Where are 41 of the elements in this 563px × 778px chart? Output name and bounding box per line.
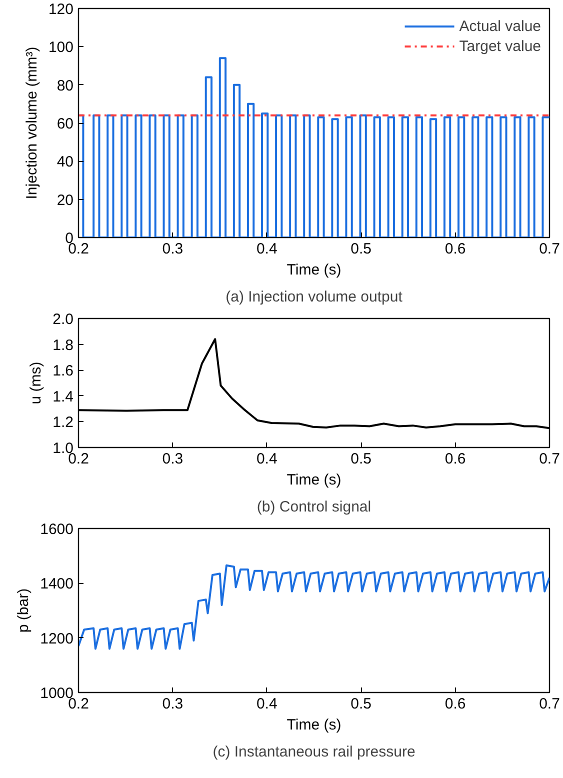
x-tick-label: 0.5 [350,696,372,712]
y-tick-label: 80 [56,77,74,94]
y-tick-label: 100 [48,39,74,56]
x-tick-label: 0.5 [350,240,372,258]
text: (c) Instantaneous rail pressure [212,744,416,760]
x-tick-label: 0.7 [539,696,560,712]
y-tick-label: 120 [48,1,74,18]
y-axis-title: p (bar) [15,588,32,633]
x-tick-label: 0.5 [350,450,372,468]
text: (a) Injection volume output [226,288,404,306]
y-axis-title: u (ms) [28,362,45,404]
x-tick-label: 0.7 [539,450,560,468]
x-tick-label: 0.4 [256,240,278,258]
x-tick-label: 0.3 [162,240,184,258]
x-tick-label: 0.4 [256,450,278,468]
y-tick-label: 1.6 [52,362,74,380]
y-tick-label: 1.2 [52,414,74,432]
x-axis-title: Time (s) [286,262,342,278]
x-tick-label: 0.6 [444,240,466,258]
text: (b) Control signal [256,498,372,516]
y-tick-label: 40 [56,154,74,171]
x-tick-label: 0.3 [162,450,184,468]
y-tick-label: 2.0 [52,311,74,328]
y-tick-label: 60 [56,116,74,132]
y-tick-label: 1600 [40,521,74,538]
x-axis-title: Time (s) [286,716,342,734]
y-tick-label: 1400 [40,576,74,593]
legend-label: Target value [459,38,541,54]
x-axis-title: Time (s) [286,472,342,488]
y-tick-label: 1200 [40,630,74,648]
x-tick-label: 0.4 [256,696,278,712]
y-tick-label: 1.8 [52,336,74,354]
y-axis-title: Injection volume (mm³) [23,46,40,200]
y-tick-label: 20 [56,192,74,209]
x-tick-label: 0.6 [444,450,466,468]
x-tick-label: 0.3 [162,696,184,712]
x-tick-label: 0.6 [444,696,466,712]
legend-label: Actual value [459,18,541,34]
x-tick-label: 0.7 [539,240,560,258]
line-series [78,564,550,650]
y-tick-label: 1.4 [52,388,74,406]
